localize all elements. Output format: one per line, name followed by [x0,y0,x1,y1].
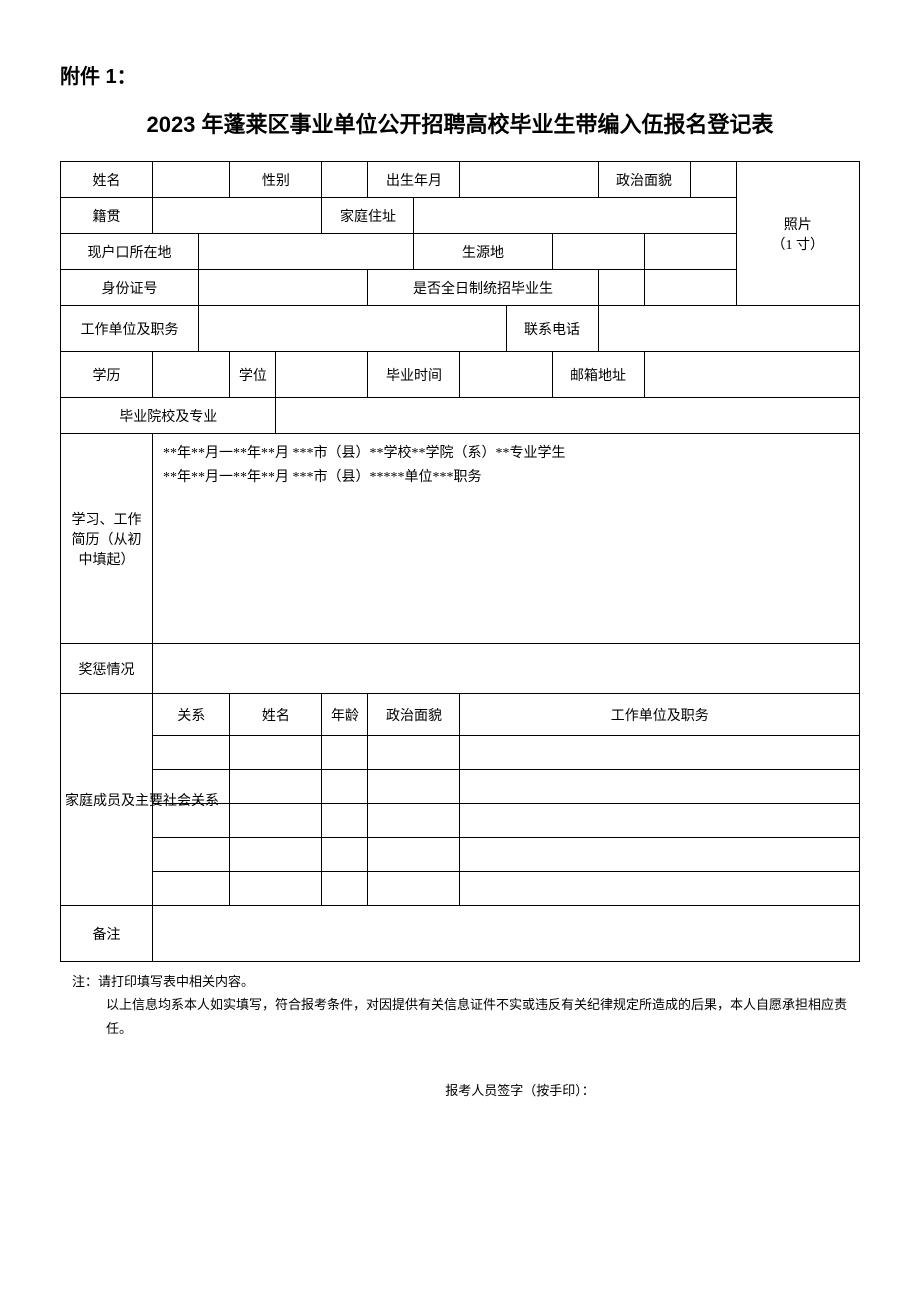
edu-label: 学历 [61,352,153,398]
school-major-label: 毕业院校及专业 [61,398,276,434]
address-label: 家庭住址 [322,198,414,234]
family-political-label: 政治面貌 [368,694,460,736]
resume-example-2: **年**月一**年**月 ***市（县）*****单位***职务 [163,466,849,490]
note-line-2: 以上信息均系本人如实填写，符合报考条件，对因提供有关信息证件不实或违反有关纪律规… [60,993,860,1040]
phone-value[interactable] [598,306,859,352]
table-row[interactable] [460,736,860,770]
fulltime-label: 是否全日制统招毕业生 [368,270,598,306]
photo-label-1: 照片 [741,214,855,234]
table-row[interactable] [460,872,860,906]
fulltime-value-2[interactable] [644,270,736,306]
name-label: 姓名 [61,162,153,198]
email-value[interactable] [644,352,859,398]
family-name-label: 姓名 [230,694,322,736]
resume-example-1: **年**月一**年**月 ***市（县）**学校**学院（系）**专业学生 [163,442,849,466]
native-label: 籍贯 [61,198,153,234]
gender-value[interactable] [322,162,368,198]
resume-label: 学习、工作简历（从初中填起） [61,434,153,644]
source-value-2[interactable] [644,234,736,270]
table-row[interactable] [368,872,460,906]
table-row[interactable] [368,838,460,872]
gender-label: 性别 [230,162,322,198]
id-value[interactable] [199,270,368,306]
remarks-label: 备注 [61,906,153,962]
table-row[interactable] [153,838,230,872]
table-row[interactable] [230,770,322,804]
photo-cell: 照片 （1 寸） [736,162,859,306]
awards-value[interactable] [153,644,860,694]
table-row[interactable] [230,838,322,872]
family-age-label: 年龄 [322,694,368,736]
native-value[interactable] [153,198,322,234]
attachment-label: 附件 1： [60,60,860,89]
table-row[interactable] [322,872,368,906]
table-row[interactable] [153,872,230,906]
table-row[interactable] [230,736,322,770]
email-label: 邮箱地址 [552,352,644,398]
hukou-label: 现户口所在地 [61,234,199,270]
registration-form-table: 姓名 性别 出生年月 政治面貌 照片 （1 寸） 籍贯 家庭住址 现户口所在地 … [60,161,860,962]
political-label: 政治面貌 [598,162,690,198]
table-row[interactable] [368,770,460,804]
workunit-label: 工作单位及职务 [61,306,199,352]
form-title: 2023 年蓬莱区事业单位公开招聘高校毕业生带编入伍报名登记表 [60,107,860,139]
family-section-label: 家庭成员及主要社会关系 [61,694,153,906]
gradtime-value[interactable] [460,352,552,398]
table-row[interactable] [322,770,368,804]
footer-notes: 注：请打印填写表中相关内容。 以上信息均系本人如实填写，符合报考条件，对因提供有… [60,970,860,1040]
dob-value[interactable] [460,162,598,198]
fulltime-value[interactable] [598,270,644,306]
table-row[interactable] [230,804,322,838]
photo-label-2: （1 寸） [741,234,855,254]
political-value[interactable] [690,162,736,198]
resume-content[interactable]: **年**月一**年**月 ***市（县）**学校**学院（系）**专业学生 *… [153,434,860,644]
family-relation-label: 关系 [153,694,230,736]
table-row[interactable] [322,838,368,872]
edu-value[interactable] [153,352,230,398]
table-row[interactable] [230,872,322,906]
table-row[interactable] [460,838,860,872]
name-value[interactable] [153,162,230,198]
gradtime-label: 毕业时间 [368,352,460,398]
workunit-value[interactable] [199,306,506,352]
hukou-value[interactable] [199,234,414,270]
school-major-value[interactable] [276,398,860,434]
table-row[interactable] [153,736,230,770]
table-row[interactable] [368,736,460,770]
degree-label: 学位 [230,352,276,398]
signature-label: 报考人员签字（按手印）： [60,1080,860,1099]
source-label: 生源地 [414,234,552,270]
table-row[interactable] [460,804,860,838]
awards-label: 奖惩情况 [61,644,153,694]
phone-label: 联系电话 [506,306,598,352]
table-row[interactable] [460,770,860,804]
address-value[interactable] [414,198,736,234]
dob-label: 出生年月 [368,162,460,198]
degree-value[interactable] [276,352,368,398]
note-line-1: 注：请打印填写表中相关内容。 [60,970,860,993]
table-row[interactable] [322,736,368,770]
table-row[interactable] [322,804,368,838]
table-row[interactable] [368,804,460,838]
id-label: 身份证号 [61,270,199,306]
family-workunit-label: 工作单位及职务 [460,694,860,736]
remarks-value[interactable] [153,906,860,962]
source-value[interactable] [552,234,644,270]
